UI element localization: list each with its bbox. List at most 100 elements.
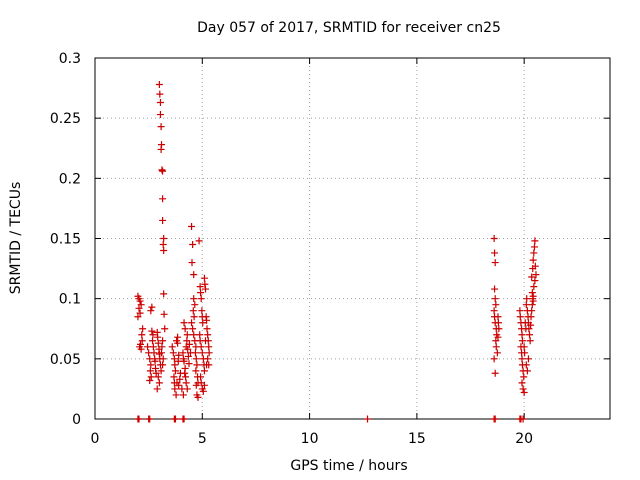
data-point: [148, 303, 156, 311]
data-point: [192, 367, 200, 375]
data-point: [149, 331, 157, 339]
data-point: [150, 349, 158, 357]
data-point: [159, 195, 167, 203]
data-point: [189, 325, 197, 333]
data-point: [203, 316, 211, 324]
data-point: [180, 357, 188, 365]
data-point: [185, 340, 193, 348]
data-point: [158, 343, 166, 351]
y-tick-label: 0.25: [50, 111, 81, 127]
x-tick-label: 10: [301, 431, 319, 447]
data-point: [527, 313, 535, 321]
data-point: [158, 349, 166, 357]
data-point: [175, 381, 183, 389]
data-point: [153, 385, 161, 393]
data-point: [530, 243, 538, 251]
data-point: [148, 327, 156, 335]
data-point: [155, 80, 163, 88]
y-tick-label: 0.15: [50, 232, 81, 248]
y-tick-label: 0: [72, 412, 81, 428]
data-point: [192, 381, 200, 389]
data-point: [188, 319, 196, 327]
data-point: [495, 325, 503, 333]
data-point: [184, 345, 192, 353]
x-tick-label: 5: [198, 431, 207, 447]
data-point: [202, 285, 210, 293]
data-point: [182, 373, 190, 381]
data-point: [205, 349, 213, 357]
data-point: [139, 325, 147, 333]
data-point: [518, 337, 526, 345]
data-point: [200, 274, 208, 282]
data-point: [526, 337, 534, 345]
data-point: [492, 337, 500, 345]
data-point: [161, 325, 169, 333]
data-point: [190, 313, 198, 321]
data-point: [149, 343, 157, 351]
data-point: [494, 319, 502, 327]
data-point: [168, 343, 176, 351]
data-point: [147, 307, 155, 315]
data-point: [171, 385, 179, 393]
data-point: [171, 361, 179, 369]
data-point: [135, 304, 143, 312]
x-axis-label: GPS time / hours: [290, 458, 407, 474]
data-point: [156, 99, 164, 107]
data-point: [364, 415, 372, 423]
y-tick-label: 0.1: [59, 292, 81, 308]
data-point: [196, 283, 204, 291]
data-point: [198, 307, 206, 315]
data-point: [156, 111, 164, 119]
data-point: [200, 381, 208, 389]
data-point: [526, 331, 534, 339]
data-point: [174, 339, 182, 347]
data-point: [197, 343, 205, 351]
data-point: [192, 355, 200, 363]
data-point: [530, 283, 538, 291]
data-point: [492, 301, 500, 309]
data-point: [137, 345, 145, 353]
data-point: [494, 313, 502, 321]
data-point: [137, 301, 145, 309]
data-point: [180, 415, 188, 423]
data-point: [528, 289, 536, 297]
data-point: [204, 355, 212, 363]
data-point: [138, 331, 146, 339]
data-point: [154, 373, 162, 381]
data-point: [490, 307, 498, 315]
data-point: [203, 325, 211, 333]
data-point: [491, 295, 499, 303]
data-point: [149, 337, 157, 345]
data-point: [520, 389, 528, 397]
data-point: [518, 355, 526, 363]
data-point: [194, 393, 202, 401]
data-point: [493, 349, 501, 357]
y-tick-labels: 0 0.05 0.1 0.15 0.2 0.25 0.3: [50, 51, 81, 428]
data-point: [185, 360, 193, 368]
data-point: [174, 333, 182, 341]
data-point: [519, 415, 527, 423]
y-axis-label: SRMTID / TECUs: [8, 182, 24, 295]
data-point: [199, 319, 207, 327]
data-point: [183, 337, 191, 345]
data-point: [520, 343, 528, 351]
data-point: [528, 273, 536, 281]
data-point: [171, 415, 179, 423]
data-point: [522, 361, 530, 369]
data-point: [136, 309, 144, 317]
data-point: [190, 271, 198, 279]
data-point: [146, 415, 154, 423]
x-tick-label: 20: [515, 431, 533, 447]
data-point: [197, 373, 205, 381]
data-point: [159, 361, 167, 369]
data-point: [518, 331, 526, 339]
data-point: [155, 379, 163, 387]
data-point: [146, 367, 154, 375]
data-point: [494, 333, 502, 341]
data-point: [188, 259, 196, 267]
data-point: [181, 369, 189, 377]
data-point: [199, 387, 207, 395]
data-point: [516, 313, 524, 321]
data-point: [492, 343, 500, 351]
